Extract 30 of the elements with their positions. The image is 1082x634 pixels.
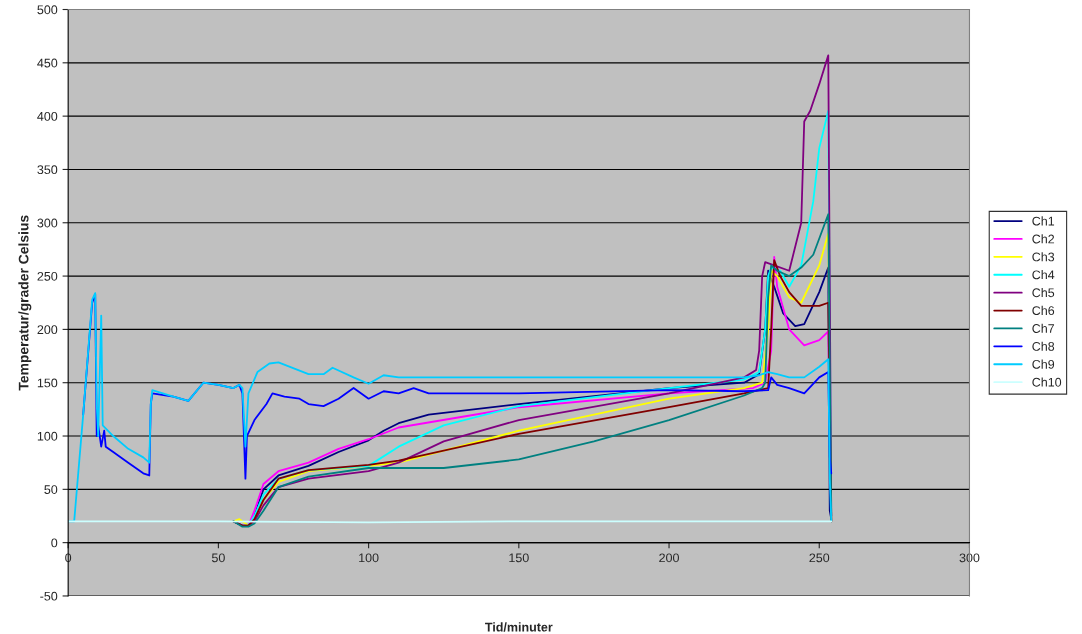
- legend-label: Ch4: [1032, 270, 1055, 280]
- legend-label: Ch8: [1032, 341, 1055, 351]
- y-tick-label: 400: [37, 111, 58, 121]
- x-axis-title: Tid/minuter: [485, 622, 553, 632]
- y-tick-label: 200: [37, 325, 58, 335]
- y-tick-label: 150: [37, 378, 58, 388]
- x-tick-label: 300: [959, 553, 980, 563]
- legend-label: Ch7: [1032, 323, 1055, 333]
- y-tick-label: 50: [44, 485, 58, 494]
- y-tick-label: 500: [37, 5, 58, 15]
- legend-label: Ch1: [1032, 216, 1055, 226]
- legend-label: Ch3: [1032, 252, 1055, 262]
- y-tick-label: 250: [37, 271, 58, 281]
- x-tick-label: 250: [809, 553, 830, 563]
- y-tick-label: 100: [37, 431, 58, 441]
- y-tick-label: 0: [51, 538, 58, 548]
- legend-label: Ch6: [1032, 305, 1055, 316]
- legend-label: Ch2: [1032, 234, 1055, 244]
- y-tick-label: 450: [37, 58, 58, 68]
- x-tick-label: 150: [509, 553, 529, 563]
- legend-label: Ch9: [1032, 359, 1055, 369]
- y-axis-title: Temperatur/grader Celsius: [18, 215, 32, 391]
- legend-label: Ch10: [1032, 377, 1062, 387]
- legend-label: Ch5: [1032, 287, 1055, 298]
- y-tick-label: -50: [40, 591, 58, 601]
- y-tick-label: 300: [37, 218, 58, 228]
- x-tick-label: 100: [359, 553, 379, 563]
- x-tick-label: 50: [211, 553, 225, 563]
- y-tick-label: 350: [37, 165, 58, 175]
- x-tick-label: 200: [659, 553, 679, 563]
